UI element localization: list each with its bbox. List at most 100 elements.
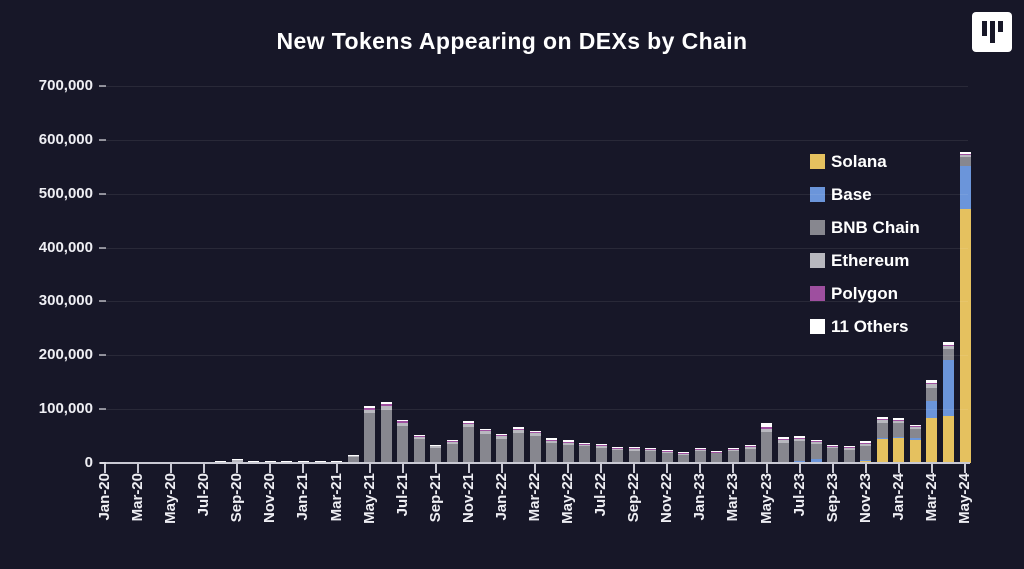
- y-axis-tick-label: 600,000: [38, 130, 93, 148]
- bar-segment-polygon: [595, 445, 607, 447]
- bar-segment-bnb-chain: [413, 439, 425, 463]
- bar-segment-base: [876, 438, 888, 440]
- bar-segment-bnb-chain: [661, 452, 673, 463]
- bar-segment-bnb-chain: [463, 427, 475, 463]
- x-axis-tick-label: Jan-22: [492, 473, 510, 521]
- legend-label: Solana: [831, 151, 887, 171]
- x-axis-tick: [302, 464, 305, 473]
- bar-segment-polygon: [777, 439, 789, 440]
- bar-segment-11-others: [876, 417, 888, 420]
- bar-segment-11-others: [231, 459, 243, 461]
- bar-segment-11-others: [529, 430, 541, 433]
- bar-segment-11-others: [595, 444, 607, 446]
- bar-segment-ethereum: [463, 424, 475, 428]
- bar-segment-bnb-chain: [959, 156, 971, 166]
- bar-segment-11-others: [860, 440, 872, 443]
- x-axis-tick: [500, 464, 503, 473]
- bar-segment-ethereum: [893, 420, 905, 424]
- x-axis-tick: [666, 464, 669, 473]
- bar-segment-ethereum: [314, 461, 326, 463]
- bar-segment-solana: [876, 439, 888, 463]
- bar-segment-polygon: [810, 441, 822, 442]
- bar-segment-ethereum: [645, 449, 657, 452]
- x-axis-tick: [335, 464, 338, 473]
- x-axis-tick: [534, 464, 536, 473]
- legend-swatch: [810, 286, 825, 301]
- bar-segment-solana: [926, 417, 938, 463]
- bar-segment-polygon: [612, 447, 624, 449]
- x-axis-tick-label: May-24: [956, 473, 973, 524]
- x-axis-tick-label: Jan-20: [96, 473, 113, 521]
- bar-segment-ethereum: [678, 453, 690, 455]
- bar-segment-11-others: [512, 426, 524, 429]
- bar-segment-ethereum: [297, 461, 309, 463]
- bar-segment-bnb-chain: [595, 447, 607, 463]
- bar-segment-bnb-chain: [893, 423, 905, 438]
- bar-segment-polygon: [397, 420, 409, 423]
- bar-segment-bnb-chain: [380, 409, 392, 463]
- bar-segment-ethereum: [595, 446, 607, 448]
- x-axis-tick: [368, 464, 371, 473]
- bar-segment-ethereum: [562, 442, 574, 445]
- y-axis-tick: [99, 85, 106, 87]
- legend-swatch: [810, 253, 825, 268]
- bar-segment-11-others: [926, 379, 938, 384]
- x-axis-tick-label: Mar-20: [129, 473, 147, 522]
- bar-segment-11-others: [380, 402, 392, 404]
- bar-segment-bnb-chain: [727, 451, 739, 463]
- y-axis-tick-label: 0: [84, 454, 93, 471]
- bar-segment-bnb-chain: [628, 450, 640, 463]
- bar-segment-polygon: [761, 427, 773, 429]
- bar-segment-polygon: [827, 445, 839, 447]
- x-axis-tick-label: Jul-21: [393, 473, 411, 517]
- legend-item-ethereum: Ethereum: [810, 244, 920, 277]
- bar-segment-11-others: [761, 423, 773, 428]
- bar-segment-11-others: [843, 446, 855, 448]
- bar-segment-base: [909, 437, 921, 440]
- bar-segment-polygon: [562, 441, 574, 443]
- x-axis-tick: [633, 464, 636, 473]
- bar-segment-polygon: [479, 429, 491, 432]
- x-axis-tick: [930, 464, 933, 473]
- x-axis-tick: [765, 464, 768, 473]
- legend-item-solana: Solana: [810, 145, 920, 178]
- bar-segment-ethereum: [215, 461, 227, 463]
- gridline: [100, 247, 968, 249]
- bar-segment-11-others: [694, 447, 706, 449]
- x-axis-tick: [170, 464, 173, 473]
- bar-segment-solana: [893, 438, 905, 463]
- x-axis-tick-label: Nov-21: [459, 473, 477, 524]
- x-axis-tick: [137, 464, 140, 473]
- x-axis-tick-label: Nov-20: [261, 473, 279, 524]
- bar-segment-ethereum: [446, 441, 458, 444]
- bar-segment-11-others: [579, 442, 591, 444]
- bar-segment-polygon: [496, 435, 508, 437]
- bar-segment-bnb-chain: [579, 446, 591, 463]
- legend-label: 11 Others: [831, 316, 909, 336]
- bar-segment-base: [860, 459, 872, 461]
- bar-segment-solana: [909, 439, 921, 463]
- bar-segment-bnb-chain: [810, 444, 822, 459]
- bar-segment-ethereum: [843, 447, 855, 450]
- bar-segment-ethereum: [413, 437, 425, 440]
- bar-segment-ethereum: [661, 451, 673, 453]
- bar-segment-ethereum: [959, 154, 971, 157]
- bar-segment-11-others: [661, 450, 673, 451]
- legend-item-base: Base: [810, 178, 920, 211]
- legend-item-bnb-chain: BNB Chain: [810, 211, 920, 244]
- bar-segment-11-others: [546, 438, 558, 440]
- x-axis-tick-label: May-21: [360, 473, 378, 524]
- bar-segment-bnb-chain: [479, 433, 491, 463]
- bar-segment-bnb-chain: [430, 447, 442, 463]
- y-axis-tick-label: 300,000: [38, 292, 93, 310]
- bar-segment-11-others: [942, 341, 954, 346]
- bar-segment-polygon: [529, 432, 541, 434]
- bar-segment-bnb-chain: [496, 438, 508, 463]
- legend-swatch: [810, 220, 825, 235]
- bar-segment-ethereum: [942, 346, 954, 349]
- bar-segment-polygon: [876, 419, 888, 420]
- x-axis-tick-label: Jan-23: [691, 473, 709, 521]
- y-axis-tick-label: 100,000: [38, 400, 93, 418]
- y-axis-tick: [99, 462, 106, 464]
- bar-segment-base: [893, 437, 905, 439]
